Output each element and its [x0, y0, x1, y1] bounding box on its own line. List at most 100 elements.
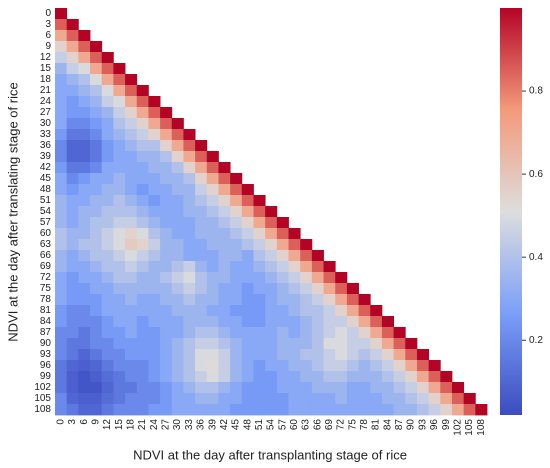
heatmap-cell [136, 228, 149, 240]
x-tick-label: 33 [184, 419, 195, 431]
heatmap-cell [55, 30, 68, 42]
y-tick-label: 51 [40, 195, 52, 206]
heatmap-cell [300, 404, 313, 416]
heatmap-cell [206, 327, 219, 339]
heatmap-cell [253, 371, 266, 383]
y-tick-label: 45 [40, 173, 52, 184]
heatmap-cell [195, 162, 208, 174]
heatmap-cell [253, 382, 266, 394]
heatmap-cell [405, 338, 418, 350]
heatmap-cell [206, 228, 219, 240]
y-tick-label: 9 [45, 41, 51, 52]
heatmap-cell [136, 239, 149, 251]
heatmap-cell [218, 404, 231, 416]
heatmap-cell [136, 151, 149, 163]
heatmap-cell [405, 371, 418, 383]
heatmap-cell [265, 228, 278, 240]
heatmap-cell [265, 261, 278, 273]
y-tick-label: 24 [40, 96, 52, 107]
heatmap-cell [90, 294, 103, 306]
heatmap-cell [195, 360, 208, 372]
heatmap-cell [55, 63, 68, 75]
heatmap-cell [55, 173, 68, 185]
heatmap-cell [148, 118, 161, 130]
x-tick-label: 54 [266, 419, 277, 431]
heatmap-cell [66, 239, 79, 251]
heatmap-cell [125, 129, 138, 141]
heatmap-cell [405, 349, 418, 361]
heatmap-cell [218, 272, 231, 284]
heatmap-cell [113, 404, 126, 416]
heatmap-cell [300, 393, 313, 405]
heatmap-cell [183, 162, 196, 174]
y-tick-label: 90 [40, 338, 52, 349]
heatmap-cell [346, 404, 359, 416]
heatmap-cell [183, 140, 196, 152]
y-tick-label: 93 [40, 349, 52, 360]
heatmap-cell [218, 217, 231, 229]
heatmap-cell [101, 96, 114, 108]
heatmap-cell [230, 261, 243, 273]
heatmap-cell [206, 217, 219, 229]
heatmap-cell [265, 404, 278, 416]
heatmap-cell [311, 404, 324, 416]
heatmap-cell [66, 338, 79, 350]
heatmap-cell [55, 283, 68, 295]
heatmap-cell [206, 382, 219, 394]
heatmap-cell [101, 162, 114, 174]
heatmap-cell [101, 74, 114, 86]
heatmap-cell [136, 206, 149, 218]
heatmap-cell [136, 250, 149, 262]
heatmap-cell [300, 239, 313, 251]
heatmap-cell [101, 404, 114, 416]
heatmap-cell [125, 338, 138, 350]
x-tick-label: 102 [452, 419, 463, 436]
x-tick-label: 51 [254, 419, 265, 431]
heatmap-cell [55, 382, 68, 394]
heatmap-cell [101, 184, 114, 196]
x-axis-label: NDVI at the day after transplanting stag… [133, 447, 407, 462]
heatmap-cell [125, 85, 138, 97]
heatmap-cell [311, 349, 324, 361]
heatmap-cell [113, 250, 126, 262]
heatmap-cell [90, 129, 103, 141]
heatmap-cell [136, 305, 149, 317]
heatmap-cell [346, 283, 359, 295]
heatmap-cell [113, 360, 126, 372]
heatmap-cell [206, 250, 219, 262]
y-tick-label: 57 [40, 217, 52, 228]
x-tick-label: 90 [406, 419, 417, 431]
heatmap-cell [241, 338, 254, 350]
x-tick-label: 36 [196, 419, 207, 431]
x-tick-label: 30 [172, 419, 183, 431]
heatmap-cell [113, 107, 126, 119]
heatmap-cell [183, 305, 196, 317]
heatmap-cell [125, 151, 138, 163]
heatmap-cell [160, 360, 173, 372]
heatmap-cell [206, 360, 219, 372]
heatmap-cell [55, 52, 68, 64]
heatmap-cell [101, 195, 114, 207]
heatmap-cell [265, 349, 278, 361]
heatmap-cell [55, 85, 68, 97]
heatmap-cell [253, 239, 266, 251]
heatmap-cell [253, 305, 266, 317]
heatmap-cell [90, 63, 103, 75]
y-tick-label: 0 [45, 8, 51, 19]
heatmap-cell [66, 393, 79, 405]
heatmap-cell [311, 338, 324, 350]
heatmap-cell [323, 382, 336, 394]
heatmap-cell [183, 173, 196, 185]
heatmap-cell [136, 371, 149, 383]
heatmap-cell [160, 239, 173, 251]
heatmap-cell [195, 217, 208, 229]
heatmap-cell [160, 272, 173, 284]
x-tick-label: 108 [476, 419, 487, 436]
heatmap-cell [265, 327, 278, 339]
heatmap-cell [311, 261, 324, 273]
heatmap-cell [335, 404, 348, 416]
heatmap-cell [405, 382, 418, 394]
heatmap-cell [230, 327, 243, 339]
heatmap-cell [78, 250, 91, 262]
heatmap-cell [113, 261, 126, 273]
